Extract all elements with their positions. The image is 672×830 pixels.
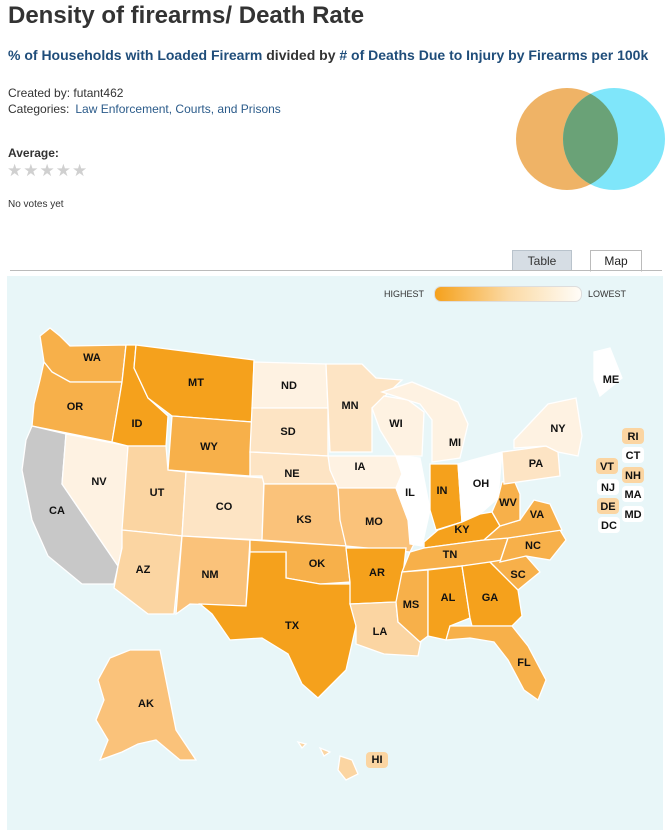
- legend-gradient-bar: [434, 286, 582, 302]
- state-label-mt: MT: [188, 377, 204, 389]
- state-label-wa: WA: [83, 352, 101, 364]
- state-label-id: ID: [132, 418, 143, 430]
- state-label-ak: AK: [138, 698, 154, 710]
- state-label-ms: MS: [403, 599, 420, 611]
- state-label-ia: IA: [355, 461, 366, 473]
- state-badge-md[interactable]: [622, 506, 644, 522]
- state-label-wi: WI: [389, 418, 402, 430]
- state-mi[interactable]: [379, 381, 469, 463]
- category-link[interactable]: Law Enforcement, Courts, and Prisons: [75, 102, 281, 116]
- state-label-fl: FL: [517, 657, 531, 669]
- state-label-nv: NV: [91, 476, 107, 488]
- tab-map[interactable]: Map: [590, 250, 642, 272]
- state-label-mn: MN: [341, 400, 358, 412]
- state-label-al: AL: [441, 592, 456, 604]
- state-label-nd: ND: [281, 380, 297, 392]
- state-label-az: AZ: [136, 564, 151, 576]
- state-il[interactable]: [395, 455, 431, 547]
- state-tx[interactable]: [198, 551, 357, 699]
- state-label-mo: MO: [365, 516, 383, 528]
- created-by: Created by: futant462: [8, 86, 124, 100]
- state-badge-dc[interactable]: [598, 517, 620, 533]
- state-label-md: MD: [624, 509, 641, 521]
- state-label-in: IN: [437, 485, 448, 497]
- state-label-or: OR: [67, 401, 84, 413]
- state-label-tx: TX: [285, 620, 300, 632]
- page-title: Density of firearms/ Death Rate: [8, 2, 365, 29]
- state-label-nh: NH: [625, 470, 641, 482]
- state-label-oh: OH: [473, 478, 490, 490]
- state-label-ma: MA: [624, 489, 641, 501]
- state-label-vt: VT: [600, 461, 614, 473]
- state-label-ct: CT: [626, 450, 641, 462]
- state-wv[interactable]: [491, 479, 521, 527]
- state-label-mi: MI: [449, 437, 461, 449]
- state-label-nj: NJ: [601, 482, 615, 494]
- state-label-de: DE: [600, 501, 615, 513]
- state-label-sc: SC: [510, 569, 525, 581]
- vote-count: No votes yet: [8, 199, 64, 210]
- legend-lowest-label: LOWEST: [588, 289, 627, 299]
- state-fl[interactable]: [445, 625, 547, 702]
- state-badge-ri[interactable]: [622, 428, 644, 444]
- state-label-ne: NE: [284, 468, 299, 480]
- state-label-ny: NY: [550, 423, 566, 435]
- state-label-ri: RI: [628, 431, 639, 443]
- state-label-me: ME: [603, 374, 620, 386]
- state-badge-vt[interactable]: [596, 458, 618, 474]
- state-label-il: IL: [405, 487, 415, 499]
- state-label-ga: GA: [482, 592, 499, 604]
- state-badge-hi[interactable]: [366, 752, 388, 768]
- metric-a-link[interactable]: % of Households with Loaded Firearm: [8, 47, 263, 63]
- state-badge-nh[interactable]: [622, 467, 644, 483]
- categories-row: Categories: Law Enforcement, Courts, and …: [8, 102, 281, 116]
- state-badge-de[interactable]: [597, 498, 619, 514]
- state-label-va: VA: [530, 509, 545, 521]
- state-label-hi: HI: [372, 754, 383, 766]
- state-label-nc: NC: [525, 540, 541, 552]
- categories-label: Categories:: [8, 102, 70, 116]
- state-label-ky: KY: [454, 524, 470, 536]
- metric-connector: divided by: [262, 47, 340, 63]
- state-me[interactable]: [593, 347, 623, 398]
- state-label-ks: KS: [296, 514, 311, 526]
- state-label-ar: AR: [369, 567, 385, 579]
- state-label-la: LA: [373, 626, 388, 638]
- state-label-wy: WY: [200, 441, 218, 453]
- state-label-sd: SD: [280, 426, 295, 438]
- state-badge-ma[interactable]: [622, 486, 644, 502]
- state-in[interactable]: [429, 463, 463, 531]
- state-ny[interactable]: [513, 397, 583, 457]
- state-label-ut: UT: [150, 487, 165, 499]
- state-badge-nj[interactable]: [597, 479, 619, 495]
- tab-divider: [10, 270, 662, 271]
- rating-stars[interactable]: ★★★★★: [7, 161, 89, 180]
- state-label-nm: NM: [201, 569, 218, 581]
- metric-description: % of Households with Loaded Firearm divi…: [8, 46, 658, 64]
- state-badge-ct[interactable]: [622, 447, 644, 463]
- state-ak[interactable]: [95, 649, 198, 762]
- state-wi[interactable]: [371, 395, 425, 457]
- legend-highest-label: HIGHEST: [384, 289, 425, 299]
- state-label-ca: CA: [49, 505, 65, 517]
- state-label-tn: TN: [443, 549, 458, 561]
- state-label-ok: OK: [309, 558, 326, 570]
- state-hi[interactable]: [296, 740, 359, 781]
- metric-b-link[interactable]: # of Deaths Due to Injury by Firearms pe…: [339, 47, 649, 63]
- state-label-pa: PA: [529, 458, 544, 470]
- state-label-co: CO: [216, 501, 233, 513]
- state-label-wv: WV: [499, 497, 517, 509]
- venn-diagram-icon: [516, 88, 665, 190]
- state-label-dc: DC: [601, 520, 617, 532]
- average-label: Average:: [8, 146, 59, 160]
- tab-table[interactable]: Table: [512, 250, 572, 271]
- venn-overlap: [563, 88, 618, 190]
